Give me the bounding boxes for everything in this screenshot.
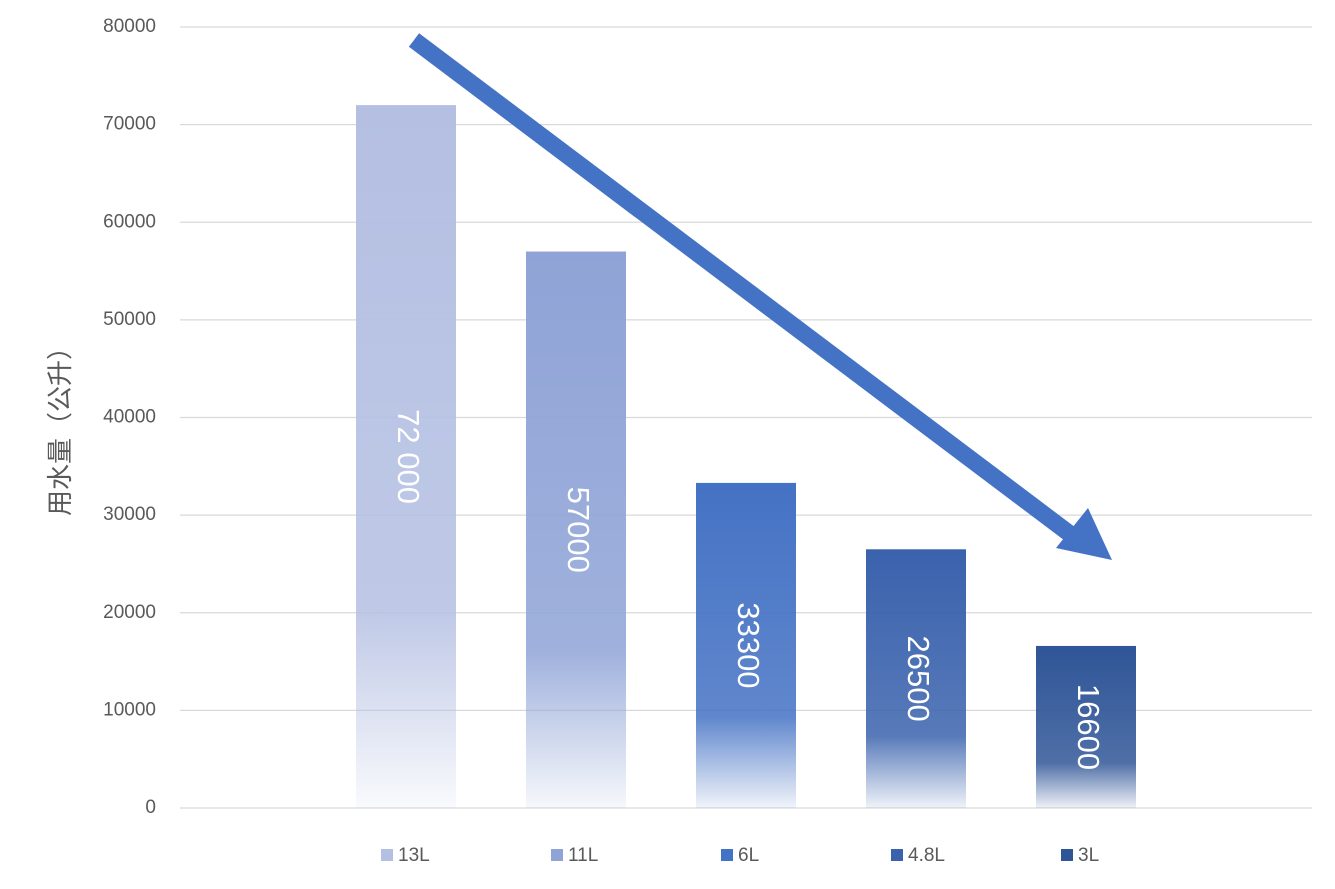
y-tick-label: 80000 xyxy=(103,16,156,37)
y-tick-label: 10000 xyxy=(103,699,156,720)
arrow-shaft xyxy=(408,33,1080,544)
bar xyxy=(866,549,966,808)
value-label: 16600 xyxy=(1071,684,1106,770)
bar xyxy=(526,251,626,809)
y-tick-label: 0 xyxy=(145,797,156,818)
legend-label: 4.8L xyxy=(908,845,945,866)
value-label: 26500 xyxy=(901,636,936,722)
y-tick-label: 70000 xyxy=(103,114,156,135)
trend-arrow xyxy=(408,33,1112,560)
value-label: 72 000 xyxy=(391,409,426,504)
legend-swatch xyxy=(1061,849,1073,861)
legend-swatch xyxy=(381,849,393,861)
y-axis-title: 用水量（公升） xyxy=(45,334,75,516)
legend-label: 6L xyxy=(738,845,759,866)
legend-swatch xyxy=(891,849,903,861)
legend-swatch xyxy=(721,849,733,861)
y-tick-label: 50000 xyxy=(103,309,156,330)
bars: 72 000 57000 33300 26500 16600 xyxy=(356,105,1136,809)
value-label: 33300 xyxy=(731,602,766,688)
legend-label: 3L xyxy=(1078,845,1099,866)
y-tick-label: 20000 xyxy=(103,602,156,623)
y-tick-label: 60000 xyxy=(103,211,156,232)
y-tick-label: 40000 xyxy=(103,407,156,428)
y-tick-label: 30000 xyxy=(103,504,156,525)
bar xyxy=(356,105,456,809)
legend: 13L 11L 6L 4.8L 3L xyxy=(381,845,1099,866)
legend-label: 11L xyxy=(568,845,598,866)
legend-label: 13L xyxy=(398,845,430,866)
value-label: 57000 xyxy=(561,487,596,573)
arrow-head xyxy=(1056,508,1112,560)
legend-swatch xyxy=(551,849,563,861)
bar xyxy=(696,482,796,808)
bar xyxy=(1036,645,1136,808)
